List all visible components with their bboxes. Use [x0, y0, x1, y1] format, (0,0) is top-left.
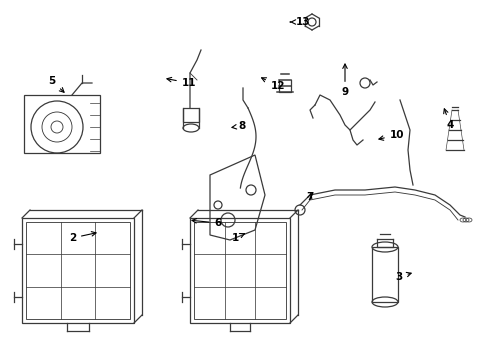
- Text: 1: 1: [231, 233, 244, 243]
- Text: 10: 10: [378, 130, 404, 140]
- Text: 12: 12: [261, 78, 285, 91]
- Text: 6: 6: [192, 218, 221, 228]
- Bar: [183, 108, 199, 122]
- Text: 9: 9: [341, 64, 348, 97]
- Text: 4: 4: [443, 109, 453, 130]
- Text: 8: 8: [231, 121, 245, 131]
- Text: 2: 2: [69, 231, 96, 243]
- Text: 13: 13: [289, 17, 309, 27]
- Bar: [371, 247, 397, 302]
- Text: 7: 7: [305, 192, 313, 202]
- Text: 3: 3: [395, 272, 410, 282]
- Text: 11: 11: [166, 77, 196, 88]
- Text: 5: 5: [48, 76, 64, 92]
